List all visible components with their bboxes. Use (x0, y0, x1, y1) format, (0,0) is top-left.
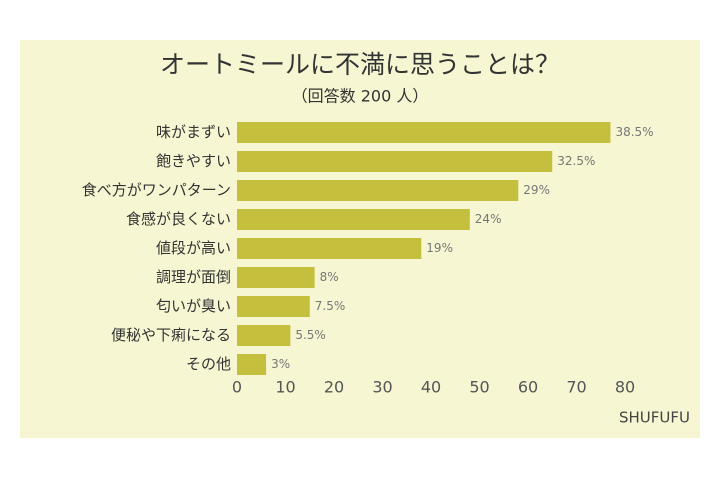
value-label: 24% (475, 212, 502, 226)
bar (237, 122, 611, 143)
value-label: 19% (426, 241, 453, 255)
bar (237, 296, 310, 317)
y-tick-label: 飽きやすい (156, 152, 231, 170)
value-label: 29% (523, 183, 550, 197)
x-tick-label: 30 (372, 378, 392, 397)
x-tick-label: 70 (566, 378, 586, 397)
bar (237, 209, 470, 230)
y-tick-label: 値段が高い (156, 239, 231, 257)
chart-title: オートミールに不満に思うことは？ (160, 50, 560, 79)
x-tick-label: 0 (232, 378, 242, 397)
x-tick-label: 80 (615, 378, 635, 397)
bar (237, 180, 519, 201)
value-label: 8% (320, 270, 339, 284)
y-tick-label: 食感が良くない (126, 210, 231, 228)
x-tick-label: 10 (275, 378, 295, 397)
bar (237, 238, 422, 259)
bar (237, 325, 291, 346)
x-tick-label: 40 (421, 378, 441, 397)
value-label: 3% (271, 357, 290, 371)
y-tick-label: 便秘や下痢になる (111, 326, 231, 344)
value-label: 5.5% (295, 328, 326, 342)
source: SHUFUFU (619, 409, 690, 427)
bar (237, 354, 267, 375)
bar (237, 151, 553, 172)
x-tick-label: 20 (324, 378, 344, 397)
y-tick-label: 味がまずい (156, 123, 231, 141)
x-tick-label: 60 (518, 378, 538, 397)
bar (237, 267, 315, 288)
x-tick-label: 50 (469, 378, 489, 397)
chart-subtitle: （回答数 200 人） (292, 87, 429, 106)
y-tick-label: 匂いが臭い (156, 297, 231, 315)
y-tick-label: 食べ方がワンパターン (82, 181, 231, 199)
value-label: 7.5% (315, 299, 346, 313)
y-tick-label: その他 (186, 355, 231, 373)
value-label: 38.5% (615, 125, 653, 139)
value-label: 32.5% (557, 154, 595, 168)
y-tick-label: 調理が面倒 (156, 268, 231, 286)
